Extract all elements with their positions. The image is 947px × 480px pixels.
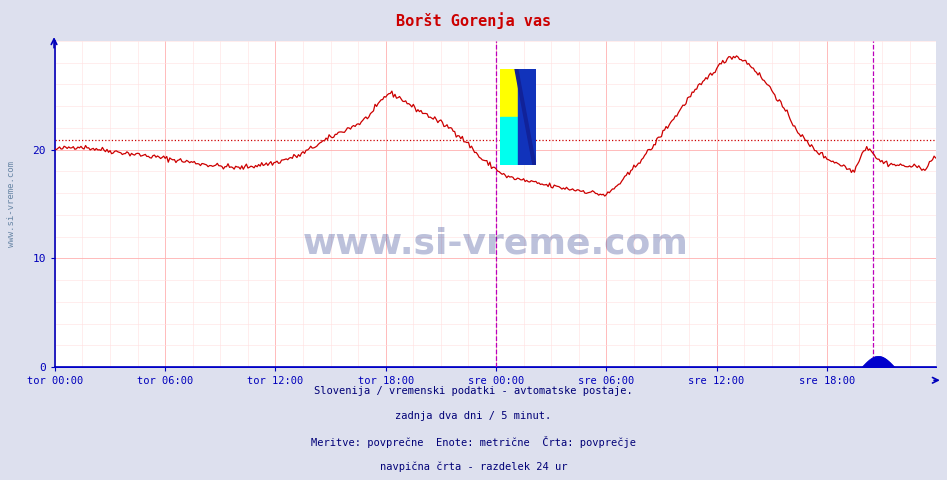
Polygon shape xyxy=(518,69,536,165)
Text: Boršt Gorenja vas: Boršt Gorenja vas xyxy=(396,12,551,29)
Text: zadnja dva dni / 5 minut.: zadnja dva dni / 5 minut. xyxy=(396,411,551,421)
Text: navpična črta - razdelek 24 ur: navpična črta - razdelek 24 ur xyxy=(380,461,567,472)
Text: www.si-vreme.com: www.si-vreme.com xyxy=(7,161,16,247)
Bar xyxy=(500,117,518,165)
Text: www.si-vreme.com: www.si-vreme.com xyxy=(302,226,688,260)
Polygon shape xyxy=(515,69,536,165)
Text: Slovenija / vremenski podatki - avtomatske postaje.: Slovenija / vremenski podatki - avtomats… xyxy=(314,386,633,396)
Text: Meritve: povprečne  Enote: metrične  Črta: povprečje: Meritve: povprečne Enote: metrične Črta:… xyxy=(311,436,636,448)
Bar xyxy=(500,69,518,117)
